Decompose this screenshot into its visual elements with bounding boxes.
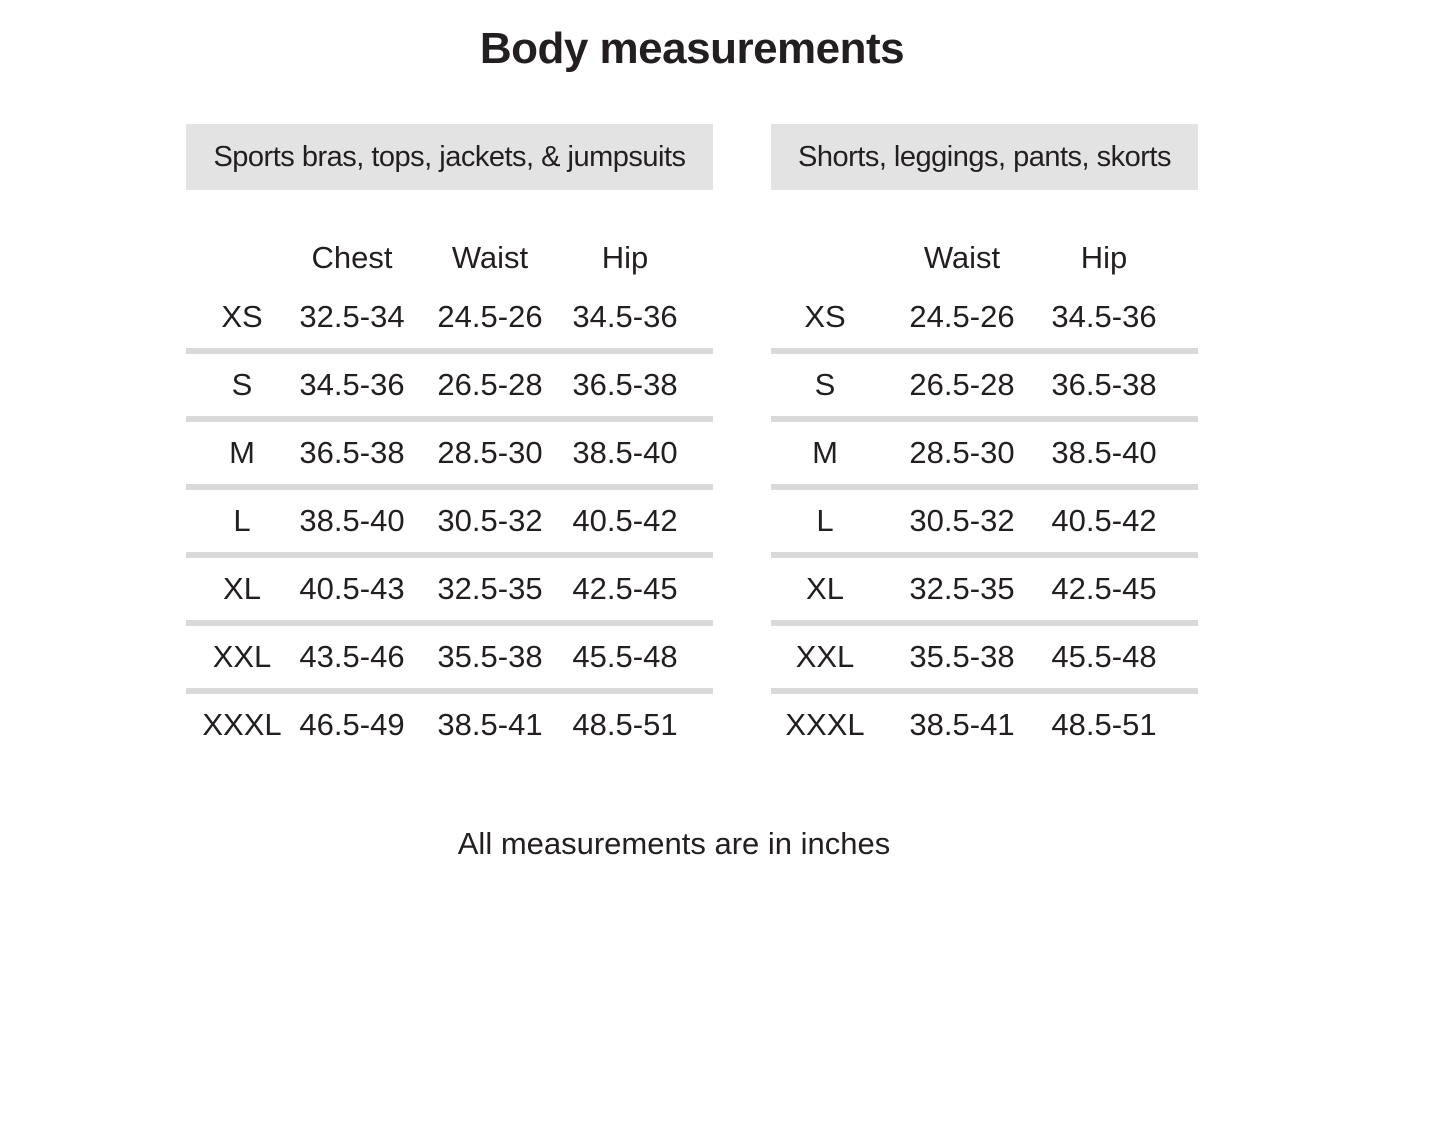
table-row: XL 32.5-35 42.5-45 (771, 558, 1198, 620)
size-label: XXXL (202, 707, 282, 742)
size-label: L (816, 503, 834, 538)
waist-measurement: 32.5-35 (437, 571, 543, 606)
hip-measurement: 40.5-42 (572, 503, 678, 538)
column-header-waist: Waist (923, 240, 1001, 275)
row-divider (186, 416, 713, 422)
hip-measurement: 34.5-36 (572, 299, 678, 334)
waist-measurement: 28.5-30 (909, 435, 1015, 470)
size-label: L (233, 503, 251, 538)
size-label: XS (221, 299, 263, 334)
hip-measurement: 36.5-38 (572, 367, 678, 402)
tops-column-header-row: Chest Waist Hip (186, 230, 713, 286)
waist-measurement: 26.5-28 (437, 367, 543, 402)
size-label: S (814, 367, 836, 402)
chest-measurement: 32.5-34 (299, 299, 405, 334)
tables-container: Sports bras, tops, jackets, & jumpsuits … (186, 124, 1198, 756)
size-label: S (231, 367, 253, 402)
row-divider (771, 620, 1198, 626)
bottoms-column-header-row: Waist Hip (771, 230, 1198, 286)
hip-measurement: 42.5-45 (1051, 571, 1157, 606)
table-row: L 38.5-40 30.5-32 40.5-42 (186, 490, 713, 552)
hip-measurement: 38.5-40 (1051, 435, 1157, 470)
hip-measurement: 48.5-51 (572, 707, 678, 742)
row-divider (186, 552, 713, 558)
column-header-chest: Chest (311, 240, 393, 275)
size-label: XL (223, 571, 261, 606)
row-divider (186, 348, 713, 354)
table-row: XL 40.5-43 32.5-35 42.5-45 (186, 558, 713, 620)
waist-measurement: 24.5-26 (437, 299, 543, 334)
table-row: M 36.5-38 28.5-30 38.5-40 (186, 422, 713, 484)
hip-measurement: 36.5-38 (1051, 367, 1157, 402)
waist-measurement: 30.5-32 (909, 503, 1015, 538)
waist-measurement: 28.5-30 (437, 435, 543, 470)
hip-measurement: 45.5-48 (1051, 639, 1157, 674)
table-row: XXL 43.5-46 35.5-38 45.5-48 (186, 626, 713, 688)
waist-measurement: 30.5-32 (437, 503, 543, 538)
size-label: XS (804, 299, 846, 334)
size-label: M (812, 435, 838, 470)
row-divider (186, 688, 713, 694)
table-row: L 30.5-32 40.5-42 (771, 490, 1198, 552)
hip-measurement: 34.5-36 (1051, 299, 1157, 334)
tops-table-header-band: Sports bras, tops, jackets, & jumpsuits (186, 124, 713, 190)
row-divider (186, 484, 713, 490)
size-label: XXL (212, 639, 272, 674)
row-divider (771, 688, 1198, 694)
table-row: S 26.5-28 36.5-38 (771, 354, 1198, 416)
table-row: XXL 35.5-38 45.5-48 (771, 626, 1198, 688)
column-header-hip: Hip (601, 240, 649, 275)
size-label: XL (806, 571, 844, 606)
column-header-waist: Waist (451, 240, 529, 275)
waist-measurement: 26.5-28 (909, 367, 1015, 402)
hip-measurement: 40.5-42 (1051, 503, 1157, 538)
chest-measurement: 40.5-43 (299, 571, 405, 606)
hip-measurement: 48.5-51 (1051, 707, 1157, 742)
hip-measurement: 45.5-48 (572, 639, 678, 674)
page-title: Body measurements (479, 24, 905, 73)
waist-measurement: 38.5-41 (437, 707, 543, 742)
size-label: XXL (795, 639, 855, 674)
chest-measurement: 43.5-46 (299, 639, 405, 674)
size-label: XXXL (785, 707, 865, 742)
row-divider (771, 484, 1198, 490)
row-divider (186, 620, 713, 626)
row-divider (771, 552, 1198, 558)
table-row: XXXL 38.5-41 48.5-51 (771, 694, 1198, 756)
row-divider (771, 348, 1198, 354)
table-row: S 34.5-36 26.5-28 36.5-38 (186, 354, 713, 416)
waist-measurement: 24.5-26 (909, 299, 1015, 334)
waist-measurement: 35.5-38 (909, 639, 1015, 674)
waist-measurement: 32.5-35 (909, 571, 1015, 606)
bottoms-size-table: Shorts, leggings, pants, skorts Waist Hi… (771, 124, 1198, 756)
chest-measurement: 38.5-40 (299, 503, 405, 538)
hip-measurement: 42.5-45 (572, 571, 678, 606)
bottoms-table-header-band: Shorts, leggings, pants, skorts (771, 124, 1198, 190)
chest-measurement: 46.5-49 (299, 707, 405, 742)
tops-size-table: Sports bras, tops, jackets, & jumpsuits … (186, 124, 713, 756)
waist-measurement: 35.5-38 (437, 639, 543, 674)
chest-measurement: 36.5-38 (299, 435, 405, 470)
column-header-hip: Hip (1080, 240, 1128, 275)
table-row: M 28.5-30 38.5-40 (771, 422, 1198, 484)
size-label: M (229, 435, 255, 470)
hip-measurement: 38.5-40 (572, 435, 678, 470)
waist-measurement: 38.5-41 (909, 707, 1015, 742)
chest-measurement: 34.5-36 (299, 367, 405, 402)
table-row: XXXL 46.5-49 38.5-41 48.5-51 (186, 694, 713, 756)
units-note: All measurements are in inches (457, 826, 891, 861)
table-row: XS 32.5-34 24.5-26 34.5-36 (186, 286, 713, 348)
table-row: XS 24.5-26 34.5-36 (771, 286, 1198, 348)
row-divider (771, 416, 1198, 422)
